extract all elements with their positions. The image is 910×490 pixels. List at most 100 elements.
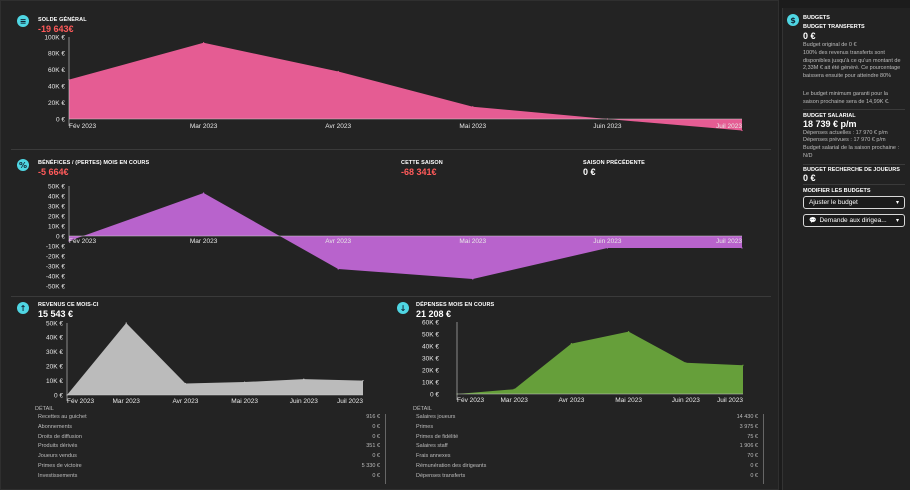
detail-row-amount: 351 € xyxy=(366,443,380,450)
scrollbar[interactable] xyxy=(385,414,386,484)
detail-row-name: Primes xyxy=(416,423,434,430)
detail-row: Rémunération des dirigeants 0 € xyxy=(413,463,761,469)
y-tick-label: 60K € xyxy=(48,67,65,74)
y-tick-label: 0 € xyxy=(54,392,63,399)
divider xyxy=(803,109,905,110)
x-tick-label: Mai 2023 xyxy=(459,123,486,130)
x-tick-label: Juil 2023 xyxy=(337,398,363,405)
detail-row: Dépenses transferts 0 € xyxy=(413,473,761,479)
wage-budget-value: 18 739 € p/m xyxy=(803,119,857,129)
data-point xyxy=(337,268,339,270)
y-tick-label: 0 € xyxy=(56,116,65,123)
detail-row-amount: 70 € xyxy=(747,453,758,460)
detail-row-amount: 3 975 € xyxy=(739,423,758,430)
x-tick-label: Mar 2023 xyxy=(190,238,218,245)
scouting-budget-label: BUDGET RECHERCHE DE JOUEURS xyxy=(803,167,900,173)
wage-budget-label: BUDGET SALARIAL xyxy=(803,113,856,119)
detail-row-amount: 5 330 € xyxy=(361,463,380,469)
divider xyxy=(11,296,771,297)
y-tick-label: 30K € xyxy=(422,355,439,362)
detail-row-name: Salaires joueurs xyxy=(416,414,456,420)
scouting-budget-value: 0 € xyxy=(803,173,816,183)
y-tick-label: -50K € xyxy=(46,283,66,290)
y-tick-label: -40K € xyxy=(46,273,66,280)
y-tick-label: -20K € xyxy=(46,253,66,260)
data-point xyxy=(472,278,474,280)
series-area xyxy=(457,331,743,394)
detail-row-name: Frais annexes xyxy=(416,453,451,460)
budgets-title: BUDGETS xyxy=(803,15,830,21)
detail-row: Salaires staff 1 906 € xyxy=(413,443,761,449)
detail-row: Investissements 0 € xyxy=(35,473,383,479)
divider xyxy=(11,149,771,150)
y-tick-label: 40K € xyxy=(46,335,63,342)
x-tick-label: Mar 2023 xyxy=(190,123,218,130)
data-point xyxy=(184,382,186,385)
detail-row: Produits dérivés 351 € xyxy=(35,443,383,449)
detail-row: Salaires joueurs 14 430 € xyxy=(413,414,761,420)
balance-chart: 0 € 20K € 40K € 60K € 80K € 100K € Fév 2023 Mar… xyxy=(44,34,743,132)
transfer-budget-label: BUDGET TRANSFERTS xyxy=(803,24,865,30)
y-tick-label: 40K € xyxy=(48,193,65,200)
season-label: CETTE SAISON xyxy=(401,160,443,166)
previous-season-value: 0 € xyxy=(583,167,596,177)
detail-row-name: Recettes au guichet xyxy=(38,414,87,420)
x-tick-label: Juin 2023 xyxy=(290,398,319,405)
detail-row: Primes de victoire 5 330 € xyxy=(35,463,383,469)
detail-row: Droits de diffusion 0 € xyxy=(35,434,383,440)
detail-row-name: Rémunération des dirigeants xyxy=(416,463,487,469)
balance-value: -19 643€ xyxy=(38,24,74,34)
divider xyxy=(803,184,905,185)
expenses-chart: 0 € 10K € 20K € 30K € 40K € 50K € 60K € Fév 202… xyxy=(422,319,744,404)
x-tick-label: Mar 2023 xyxy=(112,398,140,405)
arrow-down-icon: ↓ xyxy=(397,302,409,314)
data-point xyxy=(742,364,744,366)
y-tick-label: 100K € xyxy=(44,34,65,41)
data-point xyxy=(472,106,474,108)
season-value: -68 341€ xyxy=(401,167,437,177)
detail-row-name: Joueurs vendus xyxy=(38,453,77,460)
balance-label: SOLDE GÉNÉRAL xyxy=(38,17,87,23)
data-point xyxy=(203,42,205,44)
data-point xyxy=(628,331,630,333)
data-point xyxy=(244,381,246,383)
detail-row: Frais annexes 70 € xyxy=(413,453,761,459)
x-tick-label: Avr 2023 xyxy=(325,238,351,245)
wage-next-season: Budget salarial de la saison prochaine :… xyxy=(803,145,900,159)
x-tick-label: Avr 2023 xyxy=(325,123,351,130)
x-tick-label: Mai 2023 xyxy=(459,238,486,245)
divider xyxy=(803,164,905,165)
detail-row-amount: 14 430 € xyxy=(736,414,758,420)
detail-row-amount: 75 € xyxy=(747,433,758,440)
x-tick-label: Juil 2023 xyxy=(716,238,742,245)
y-tick-label: 30K € xyxy=(48,203,65,210)
x-tick-label: Juil 2023 xyxy=(717,397,743,404)
piggy-bank-icon: $ xyxy=(787,14,799,26)
adjust-budget-button[interactable]: Ajuster le budget ▾ xyxy=(803,196,905,209)
detail-row-name: Droits de diffusion xyxy=(38,433,82,440)
data-point xyxy=(362,380,364,382)
x-tick-label: Juil 2023 xyxy=(716,123,742,130)
board-request-label: Demande aux dirigea... xyxy=(819,217,887,224)
y-tick-label: 10K € xyxy=(48,223,65,230)
wage-current: Dépenses actuelles : 17 970 € p/m xyxy=(803,130,888,136)
detail-row-amount: 0 € xyxy=(372,453,380,460)
x-tick-label: Mai 2023 xyxy=(615,397,642,404)
y-tick-label: 30K € xyxy=(46,349,63,356)
detail-row: Abonnements 0 € xyxy=(35,424,383,430)
previous-season-label: SAISON PRÉCÉDENTE xyxy=(583,160,645,166)
x-tick-label: Fév 2023 xyxy=(457,397,484,404)
detail-row-amount: 0 € xyxy=(750,472,758,479)
scrollbar[interactable] xyxy=(763,414,764,484)
transfer-minimum: Le budget minimum garanti pour la saison… xyxy=(803,91,890,105)
detail-row-amount: 1 906 € xyxy=(739,443,758,450)
data-point xyxy=(337,70,339,73)
x-tick-label: Avr 2023 xyxy=(172,398,198,405)
board-request-button[interactable]: 💬 Demande aux dirigea... ▾ xyxy=(803,214,905,227)
y-tick-label: 20K € xyxy=(48,213,65,220)
y-tick-label: 40K € xyxy=(48,84,65,91)
data-point xyxy=(570,343,573,345)
wage-planned: Dépenses prévues : 17 970 € p/m xyxy=(803,137,886,143)
transfer-note: 100% des revenus transferts sont disponi… xyxy=(803,50,901,79)
detail-row-amount: 916 € xyxy=(366,414,380,420)
